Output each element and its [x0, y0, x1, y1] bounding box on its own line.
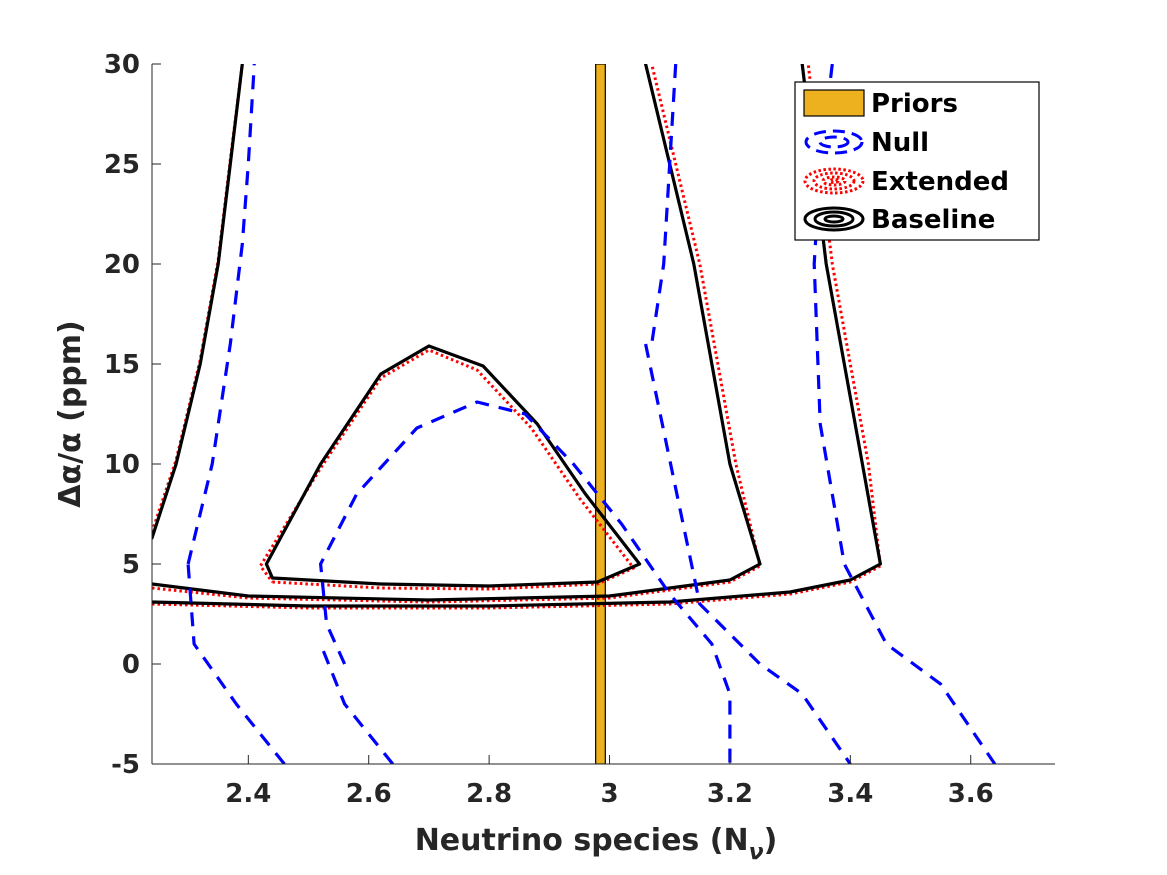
y-tick-label: 10: [104, 450, 140, 480]
x-tick-label: 2.6: [346, 779, 392, 809]
legend-entry-baseline: Baseline: [803, 205, 995, 235]
y-tick-label: 30: [104, 50, 140, 80]
y-tick-label: 25: [104, 150, 140, 180]
legend-swatch-ring: [818, 135, 850, 149]
priors-band: [595, 64, 606, 764]
legend-entry-null: Null: [804, 128, 929, 158]
legend-swatch-ring: [821, 175, 847, 187]
axes-frame: [151, 64, 1055, 765]
y-tick-label: 0: [122, 650, 140, 680]
x-tick-label: 3.2: [707, 779, 753, 809]
legend: Priors Null Extended Baseline: [794, 81, 1040, 241]
legend-swatch-ring: [804, 129, 864, 155]
legend-swatch-baseline: [803, 206, 865, 232]
y-ticks: -5 0 5 10 15 20 25 30: [104, 50, 161, 780]
contour-extended-1: [152, 64, 762, 604]
legend-label-priors: Priors: [871, 89, 958, 119]
x-axis-label: Neutrino species (Nν): [415, 823, 778, 865]
x-tick-label: 3.4: [827, 779, 873, 809]
y-axis-label: Δα/α (ppm): [53, 320, 88, 507]
contour-baseline-3: [152, 64, 244, 540]
x-tick-label: 2.8: [466, 779, 512, 809]
contour-null-6: [812, 64, 997, 764]
y-tick-label: -5: [111, 750, 140, 780]
contour-series-layer: [152, 64, 997, 764]
contour-null-4: [644, 343, 852, 764]
legend-swatch-priors: [803, 89, 865, 117]
contour-baseline-1: [152, 64, 762, 602]
x-axis-label-close: ): [764, 823, 778, 858]
x-axis-label-subscript: ν: [749, 840, 764, 865]
contour-extended-0: [258, 348, 636, 591]
legend-swatch-extended: [803, 167, 865, 195]
x-ticks: 2.4 2.6 2.8 3 3.2 3.4 3.6: [225, 755, 994, 809]
y-tick-label: 20: [104, 250, 140, 280]
x-axis-label-main: Neutrino species (N: [415, 823, 749, 858]
contour-baseline-0: [264, 344, 642, 588]
legend-swatch-ring: [812, 171, 856, 191]
legend-swatch-ring: [828, 178, 840, 184]
x-tick-label: 3: [600, 779, 618, 809]
x-tick-label: 2.4: [225, 779, 271, 809]
contour-baseline-2: [152, 64, 882, 608]
contour-null-5: [650, 64, 678, 345]
contour-extended-2: [152, 64, 882, 610]
legend-swatch-ring: [803, 206, 865, 232]
legend-label-null: Null: [871, 128, 929, 158]
priors-band-layer: [595, 64, 606, 764]
legend-entry-priors: Priors: [803, 89, 958, 119]
contour-null-2: [186, 64, 256, 565]
legend-swatch-null: [804, 129, 864, 155]
legend-swatch-ring: [823, 214, 845, 224]
legend-swatch-ring: [803, 167, 865, 195]
y-tick-label: 15: [104, 350, 140, 380]
legend-entry-extended: Extended: [803, 167, 1009, 197]
x-tick-label: 3.6: [948, 779, 994, 809]
legend-label-extended: Extended: [871, 167, 1009, 197]
legend-swatch-ring: [813, 210, 855, 228]
legend-label-baseline: Baseline: [871, 205, 995, 235]
y-tick-label: 5: [122, 550, 140, 580]
contour-null-1: [319, 643, 395, 764]
contour-null-0: [319, 400, 732, 764]
